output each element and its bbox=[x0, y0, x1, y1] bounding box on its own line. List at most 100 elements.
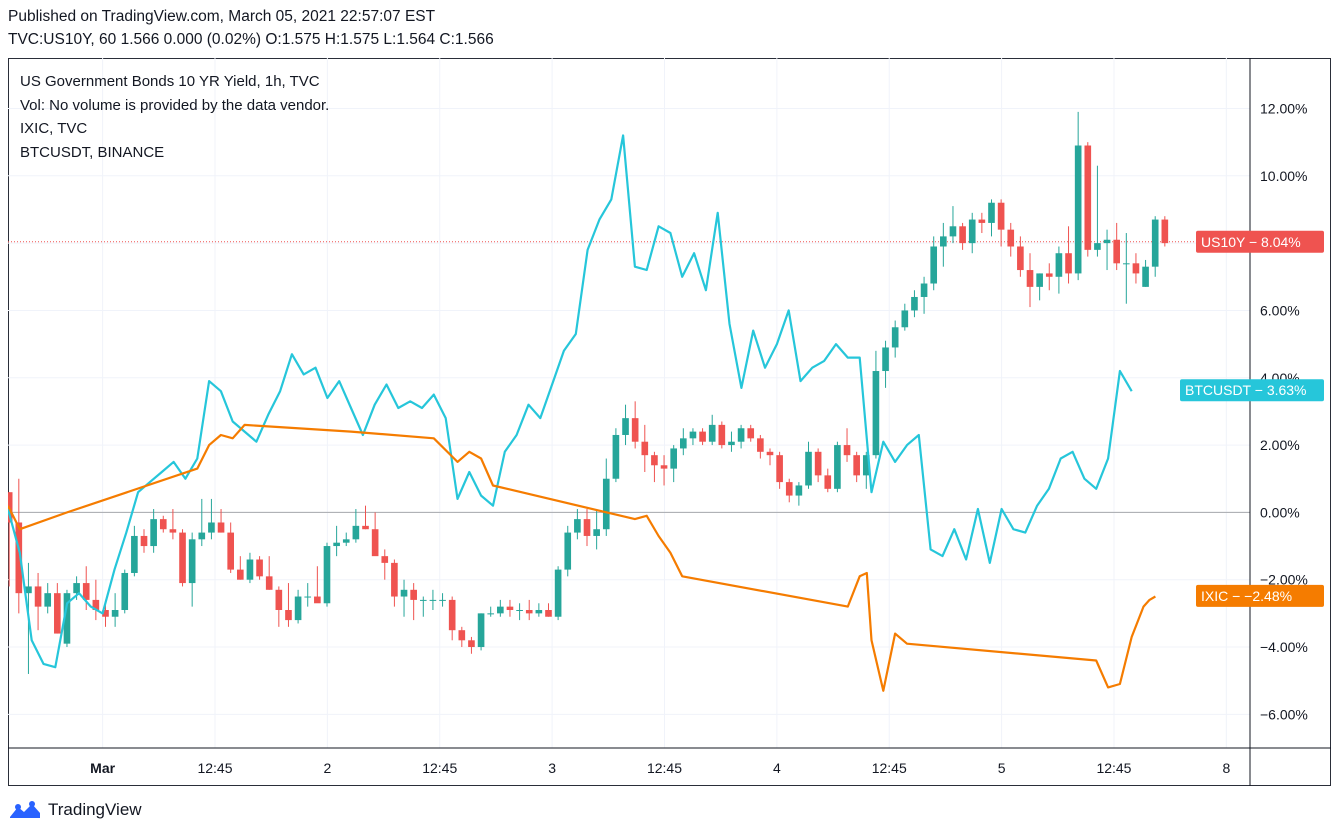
y-tick-label: 12.00% bbox=[1260, 100, 1307, 116]
candle-body bbox=[631, 418, 639, 442]
btcusdt-line bbox=[8, 134, 1133, 669]
candle-body bbox=[342, 539, 350, 543]
candle-body bbox=[111, 610, 119, 617]
candle-body bbox=[140, 535, 148, 547]
tradingview-logo-icon bbox=[10, 801, 40, 818]
candle-body bbox=[949, 226, 957, 237]
candle-body bbox=[1045, 273, 1053, 277]
candle-body bbox=[535, 610, 543, 614]
candle-body bbox=[670, 448, 677, 469]
candle-body bbox=[314, 596, 321, 604]
candle-body bbox=[1122, 263, 1130, 265]
series-badge[interactable]: IXIC − −2.48% bbox=[1196, 584, 1324, 607]
candle-body bbox=[391, 562, 398, 597]
candle-body bbox=[63, 593, 71, 644]
candle-body bbox=[265, 576, 273, 590]
candle-body bbox=[525, 610, 533, 614]
candle-body bbox=[15, 522, 23, 594]
x-tick-label: 12:45 bbox=[1096, 760, 1131, 776]
candle-body bbox=[362, 525, 369, 530]
candle-body bbox=[593, 529, 600, 536]
y-tick-label: 0.00% bbox=[1260, 504, 1300, 520]
candle-body bbox=[679, 438, 687, 449]
candle-body bbox=[1055, 253, 1063, 277]
candle-body bbox=[554, 569, 562, 617]
legend-ixic[interactable]: IXIC, TVC bbox=[20, 120, 88, 137]
candle-body bbox=[901, 310, 909, 328]
legend-volume-note: Vol: No volume is provided by the data v… bbox=[20, 96, 330, 114]
chart-canvas[interactable]: 12.00%10.00%8.00%6.00%4.00%2.00%0.00%−2.… bbox=[8, 58, 1331, 786]
candle-body bbox=[294, 596, 302, 621]
candle-body bbox=[805, 451, 812, 486]
candle-body bbox=[988, 202, 995, 223]
series-badge-bg bbox=[1180, 379, 1324, 402]
candle-body bbox=[25, 586, 32, 594]
candle-body bbox=[1026, 270, 1034, 287]
series-badge[interactable]: BTCUSDT − 3.63% bbox=[1180, 379, 1324, 402]
legend-btcusdt[interactable]: BTCUSDT, BINANCE bbox=[20, 143, 165, 161]
published-caption: Published on TradingView.com, March 05, … bbox=[8, 8, 436, 25]
chart-legend: US Government Bonds 10 YR Yield, 1h, TVC… bbox=[20, 70, 329, 164]
x-tick-label: 12:45 bbox=[422, 760, 457, 776]
candle-body bbox=[419, 599, 427, 601]
series-badge-label: US10Y − 8.04% bbox=[1201, 234, 1301, 250]
candle-body bbox=[352, 525, 360, 540]
ixic-line bbox=[8, 423, 1156, 692]
candle-body bbox=[121, 572, 129, 610]
x-tick-label: 12:45 bbox=[647, 760, 682, 776]
candle-body bbox=[246, 559, 254, 580]
candle-body bbox=[410, 589, 417, 600]
candle-body bbox=[728, 441, 735, 446]
y-tick-label: −6.00% bbox=[1260, 706, 1308, 722]
tradingview-footer[interactable]: TradingView bbox=[8, 800, 142, 820]
candle-body bbox=[699, 431, 706, 442]
candle-body bbox=[304, 596, 312, 598]
candle-body bbox=[718, 424, 726, 446]
candle-body bbox=[766, 451, 774, 456]
candle-body bbox=[217, 522, 225, 533]
candle-body bbox=[757, 438, 764, 452]
candle-body bbox=[275, 589, 283, 610]
y-tick-label: 6.00% bbox=[1260, 302, 1300, 318]
candle-body bbox=[978, 219, 986, 223]
candle-body bbox=[747, 428, 755, 439]
candle-body bbox=[169, 529, 177, 533]
candle-body bbox=[1094, 243, 1101, 250]
candle-body bbox=[911, 296, 918, 311]
candle-body bbox=[708, 424, 716, 442]
candle-body bbox=[256, 559, 263, 577]
candle-body bbox=[516, 610, 523, 611]
candle-body bbox=[545, 610, 552, 617]
candle-body bbox=[824, 475, 832, 489]
candle-body bbox=[1084, 145, 1092, 250]
candle-body bbox=[651, 455, 658, 466]
candle-body bbox=[564, 532, 572, 570]
candle-body bbox=[920, 283, 928, 297]
series-badge-bg bbox=[1196, 584, 1324, 607]
candle-body bbox=[381, 556, 389, 563]
candle-body bbox=[1142, 266, 1149, 287]
candle-body bbox=[92, 599, 100, 610]
candle-body bbox=[641, 441, 649, 456]
candle-body bbox=[102, 610, 109, 617]
candle-body bbox=[198, 532, 206, 540]
candle-body bbox=[506, 606, 514, 610]
candle-body bbox=[468, 640, 475, 648]
candle-body bbox=[862, 455, 870, 476]
candle-body bbox=[429, 599, 437, 601]
series-badge-label: BTCUSDT − 3.63% bbox=[1185, 382, 1307, 398]
candle-body bbox=[997, 202, 1005, 230]
tradingview-brand: TradingView bbox=[48, 800, 142, 819]
candle-body bbox=[622, 418, 629, 435]
candle-body bbox=[1151, 219, 1159, 267]
x-tick-label: 8 bbox=[1222, 760, 1230, 776]
candle-body bbox=[54, 593, 61, 634]
candle-body bbox=[44, 593, 52, 607]
candle-body bbox=[1132, 263, 1140, 274]
series-badge[interactable]: US10Y − 8.04% bbox=[1196, 230, 1324, 253]
candle-body bbox=[872, 371, 880, 456]
candle-body bbox=[795, 485, 803, 496]
x-tick-label: 12:45 bbox=[872, 760, 907, 776]
legend-main-series[interactable]: US Government Bonds 10 YR Yield, 1h, TVC bbox=[20, 73, 320, 90]
x-tick-label: 2 bbox=[323, 760, 331, 776]
